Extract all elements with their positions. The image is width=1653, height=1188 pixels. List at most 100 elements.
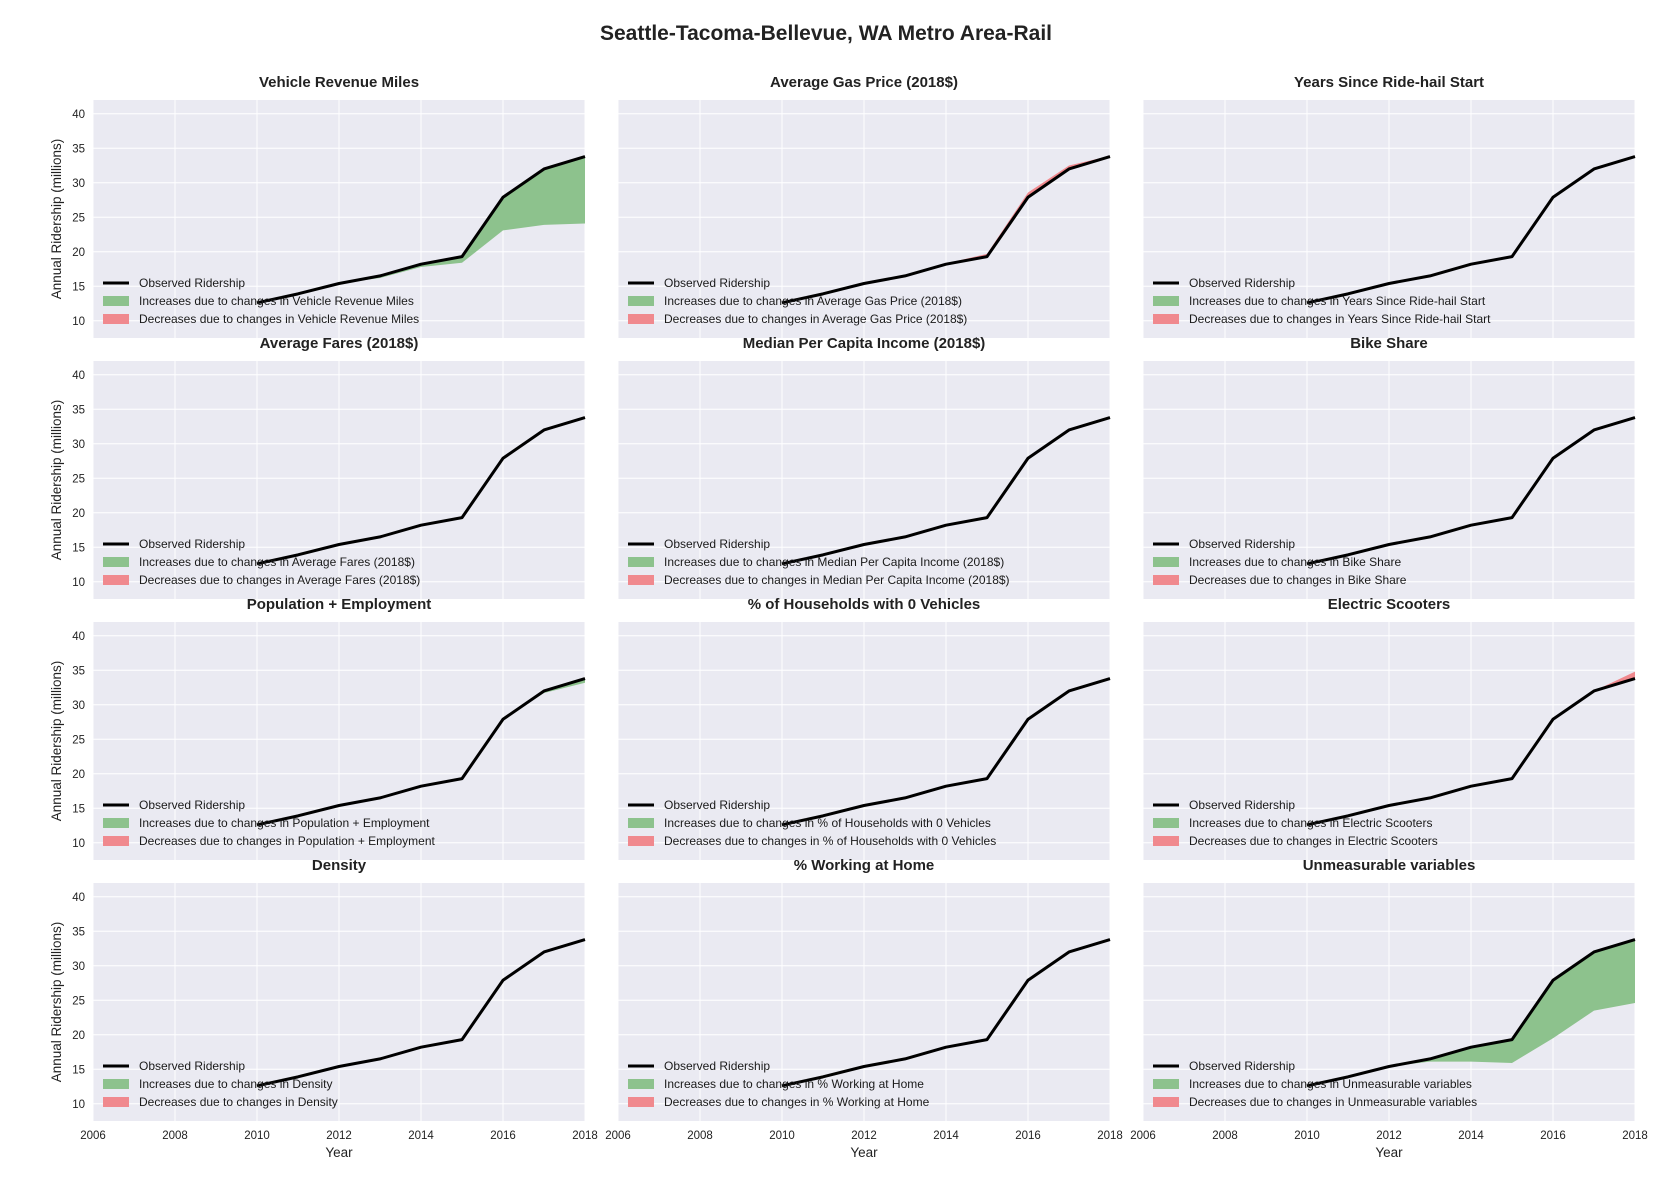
gridlines <box>1142 361 1636 599</box>
x-tick-label: 2006 <box>605 1130 631 1142</box>
x-tick-label: 2008 <box>1212 1130 1238 1142</box>
legend-entry: Decreases due to changes in Bike Share <box>1189 573 1407 587</box>
y-tick-label: 20 <box>72 247 85 259</box>
x-axis-label: Year <box>850 1145 878 1160</box>
legend-entry: Increases due to changes in Vehicle Reve… <box>139 294 414 308</box>
panel-title: Average Fares (2018$) <box>260 335 419 352</box>
legend-swatch-decrease <box>628 314 654 324</box>
panel: Electric Scooters Observed Ridership Incre… <box>1142 596 1636 860</box>
legend-entry: Decreases due to changes in Vehicle Reve… <box>139 312 419 326</box>
legend-entry: Increases due to changes in Electric Sco… <box>1189 816 1432 830</box>
panel-title: Average Gas Price (2018$) <box>770 74 958 91</box>
observed-ridership-line <box>781 155 1111 305</box>
figure-title: Seattle-Tacoma-Bellevue, WA Metro Area-R… <box>600 22 1052 45</box>
observed-ridership-line <box>1306 416 1636 566</box>
legend-swatch-decrease <box>1153 575 1179 585</box>
legend-entry: Decreases due to changes in Unmeasurable… <box>1189 1095 1477 1109</box>
x-tick-label: 2018 <box>1622 1130 1648 1142</box>
legend-swatch-increase <box>103 557 129 567</box>
x-tick-label: 2010 <box>769 1130 795 1142</box>
y-tick-label: 40 <box>72 631 85 643</box>
x-tick-label: 2012 <box>326 1130 352 1142</box>
gridlines <box>1142 622 1636 860</box>
legend-entry: Decreases due to changes in Average Gas … <box>664 312 967 326</box>
x-tick-label: 2010 <box>1294 1130 1320 1142</box>
legend-swatch-decrease <box>103 314 129 324</box>
panel: % Working at Home 2006 2008 2010 2012 2014 201… <box>605 857 1123 1160</box>
legend-entry: Increases due to changes in Population +… <box>139 816 430 830</box>
gridlines <box>1142 100 1636 338</box>
panel: Years Since Ride-hail Start Observed Ride… <box>1142 74 1636 338</box>
y-tick-label: 40 <box>72 370 85 382</box>
legend-entry: Increases due to changes in Average Gas … <box>664 294 962 308</box>
x-tick-label: 2008 <box>162 1130 188 1142</box>
legend-entry: Decreases due to changes in Average Fare… <box>139 573 420 587</box>
y-tick-label: 35 <box>72 143 85 155</box>
x-tick-label: 2014 <box>1458 1130 1484 1142</box>
gridlines <box>617 883 1111 1121</box>
gridlines <box>92 883 586 1121</box>
y-tick-label: 25 <box>72 734 85 746</box>
x-axis-label: Year <box>1375 1145 1403 1160</box>
legend-entry: Decreases due to changes in Density <box>139 1095 338 1109</box>
legend-swatch-decrease <box>1153 314 1179 324</box>
legend: Observed Ridership Increases due to chang… <box>628 798 996 848</box>
panel-title: Vehicle Revenue Miles <box>259 74 419 91</box>
y-tick-label: 15 <box>72 281 85 293</box>
legend-entry: Increases due to changes in Years Since … <box>1189 294 1486 308</box>
legend-swatch-decrease <box>1153 1097 1179 1107</box>
legend-entry: Decreases due to changes in Years Since … <box>1189 312 1491 326</box>
panel: Bike Share Observed Ridership Increases du… <box>1142 335 1636 599</box>
y-tick-label: 30 <box>72 700 85 712</box>
panel-title: Median Per Capita Income (2018$) <box>743 335 986 352</box>
y-tick-label: 20 <box>72 508 85 520</box>
x-tick-label: 2016 <box>1540 1130 1566 1142</box>
legend-entry: Increases due to changes in Density <box>139 1077 332 1091</box>
panel: Unmeasurable variables 2006 2008 2010 2012 20… <box>1130 857 1648 1160</box>
legend: Observed Ridership Increases due to chang… <box>1153 1059 1477 1109</box>
y-axis-label: Annual Ridership (millions) <box>49 400 64 561</box>
legend-swatch-decrease <box>628 836 654 846</box>
legend-entry: Observed Ridership <box>139 1059 245 1073</box>
increase-area <box>503 168 544 231</box>
panel: Density 10 15 20 25 30 35 40 Annual Ridership (m… <box>49 857 598 1160</box>
y-tick-label: 25 <box>72 212 85 224</box>
legend-entry: Decreases due to changes in % Working at… <box>664 1095 930 1109</box>
legend: Observed Ridership Increases due to chang… <box>628 276 967 326</box>
gridlines <box>92 100 586 338</box>
panel-title: Years Since Ride-hail Start <box>1294 74 1484 91</box>
panel-title: Bike Share <box>1350 335 1428 352</box>
legend-swatch-decrease <box>103 1097 129 1107</box>
x-tick-label: 2012 <box>851 1130 877 1142</box>
legend-entry: Decreases due to changes in Electric Sco… <box>1189 834 1438 848</box>
y-tick-label: 10 <box>72 577 85 589</box>
gridlines <box>1142 883 1636 1121</box>
legend-swatch-increase <box>628 818 654 828</box>
panel-grid: Vehicle Revenue Miles 10 15 20 25 30 35 40 Annua… <box>49 74 1648 1160</box>
legend: Observed Ridership Increases due to chang… <box>103 1059 338 1109</box>
x-tick-label: 2018 <box>1097 1130 1123 1142</box>
legend: Observed Ridership Increases due to chang… <box>1153 798 1438 848</box>
legend-entry: Observed Ridership <box>664 276 770 290</box>
increase-area <box>1594 939 1635 1011</box>
legend-swatch-increase <box>628 296 654 306</box>
gridlines <box>92 361 586 599</box>
y-tick-label: 10 <box>72 316 85 328</box>
legend-entry: Decreases due to changes in Population +… <box>139 834 436 848</box>
legend: Observed Ridership Increases due to chang… <box>1153 537 1407 587</box>
y-tick-label: 15 <box>72 1064 85 1076</box>
x-tick-label: 2006 <box>1130 1130 1156 1142</box>
legend-entry: Observed Ridership <box>139 276 245 290</box>
x-tick-label: 2014 <box>408 1130 434 1142</box>
x-tick-label: 2010 <box>244 1130 270 1142</box>
legend: Observed Ridership Increases due to chang… <box>1153 276 1491 326</box>
y-tick-label: 40 <box>72 892 85 904</box>
observed-ridership-line <box>781 938 1111 1088</box>
legend-swatch-increase <box>1153 1079 1179 1089</box>
panel-title: Electric Scooters <box>1328 596 1451 613</box>
legend-swatch-decrease <box>1153 836 1179 846</box>
legend-swatch-decrease <box>103 836 129 846</box>
y-tick-label: 30 <box>72 178 85 190</box>
x-tick-label: 2018 <box>572 1130 598 1142</box>
